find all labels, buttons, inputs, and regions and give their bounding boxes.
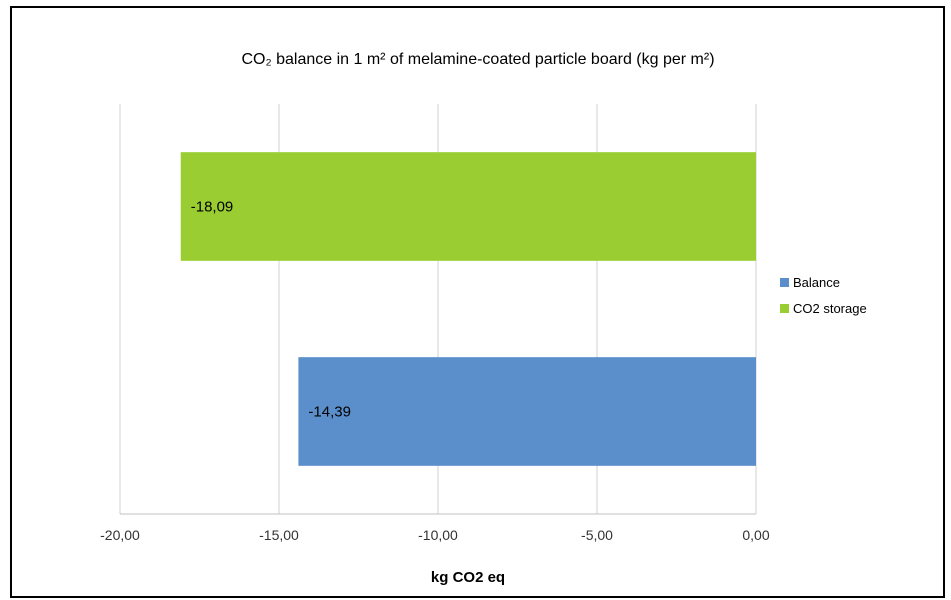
legend-label: CO2 storage	[793, 301, 867, 316]
data-labels: -18,09 -14,39	[191, 199, 351, 421]
data-label: -14,39	[308, 404, 351, 421]
chart-title: CO₂ balance in 1 m² of melamine-coated p…	[241, 51, 714, 68]
legend-swatch	[780, 278, 789, 287]
x-tick-label: -20,00	[100, 527, 140, 543]
legend: Balance CO2 storage	[780, 275, 867, 316]
data-label: -18,09	[191, 199, 234, 216]
x-tick-label: -5,00	[581, 527, 613, 543]
legend-label: Balance	[793, 275, 840, 290]
chart-svg: -18,09 -14,39 -20,00 -15,00 -10,00 -5,00 0,00…	[100, 51, 867, 586]
bar-co2-storage	[180, 152, 756, 261]
x-tick-label: -10,00	[418, 527, 458, 543]
x-axis-title: kg CO2 eq	[431, 569, 505, 586]
x-axis-ticks: -20,00 -15,00 -10,00 -5,00 0,00	[100, 527, 770, 543]
x-tick-label: 0,00	[742, 527, 769, 543]
x-tick-label: -15,00	[259, 527, 299, 543]
chart-frame: -18,09 -14,39 -20,00 -15,00 -10,00 -5,00 0,00…	[10, 6, 945, 598]
legend-swatch	[780, 304, 789, 313]
bars	[180, 152, 756, 466]
bar-balance	[298, 357, 756, 466]
